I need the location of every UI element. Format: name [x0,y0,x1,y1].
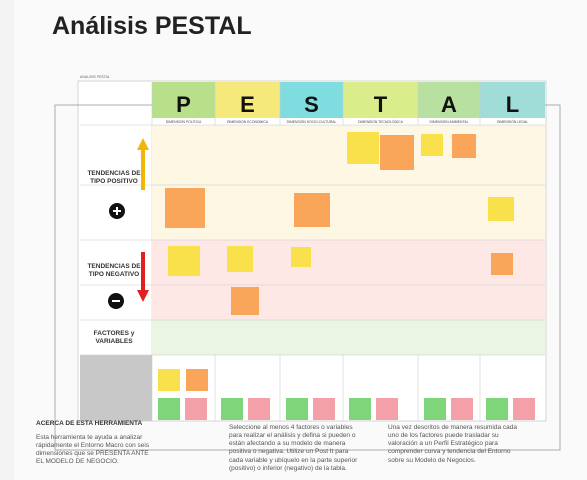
sticky [424,398,446,420]
column-letter: E [240,92,255,117]
up-arrow [137,138,149,190]
sticky [227,246,253,272]
column-name: DIMENSIÓN AMBIENTAL [430,119,469,124]
column-header [215,82,280,118]
row-label-positive: TENDENCIAS DE TIPO POSITIVO [87,170,141,186]
sticky [286,398,308,420]
sticky [165,188,205,228]
sticky [347,132,379,164]
column-header [152,82,215,118]
column-header [280,82,343,118]
sticky [488,197,514,221]
factors-area [152,320,545,355]
sticky [185,398,207,420]
next-step: Una vez descritos de manera resumida cad… [388,424,517,464]
column-header [480,82,545,118]
column-header [418,82,480,118]
sticky [491,253,513,275]
column-name: DIMENSIÓN TECNOLÓGICA [358,119,404,124]
row-label-negative: TENDENCIAS DE TIPO NEGATIVO [87,263,141,279]
column-letter: A [441,92,457,117]
sticky [421,134,443,156]
column-letter: T [374,92,388,117]
sticky [158,398,180,420]
sticky [486,398,508,420]
sticky [452,134,476,158]
sticky [376,398,398,420]
column-letter: P [176,92,191,117]
about-text: Esta herramienta te ayuda a analizar ráp… [36,434,150,466]
instructions: Seleccione al menos 4 factores o variabl… [229,424,358,472]
sticky [380,135,414,170]
gray-cell [80,355,152,421]
column-name: DIMENSIÓN SOCIO-CULTURAL [287,119,337,124]
sticky [186,369,208,391]
sticky [313,398,335,420]
board-label: ANALISIS PESTAL [80,75,110,79]
column-letter: L [506,92,519,117]
sticky [513,398,535,420]
column-name: DIMENSIÓN POLÍTICA [166,119,202,124]
sticky [158,369,180,391]
sticky [248,398,270,420]
title: Análisis PESTAL [52,12,252,40]
sticky [291,247,311,267]
about-title: ACERCA DE ESTA HERRAMIENTA [36,420,143,427]
column-name: DIMENSIÓN LEGAL [497,119,528,124]
row-label-factors: FACTORES y VARIABLES [93,330,135,346]
column-letter: S [304,92,319,117]
column-name: DIMENSIÓN ECONÓMICA [227,119,269,124]
sticky [168,246,200,276]
column-header [343,82,418,118]
negative-area [152,240,545,320]
sticky [221,398,243,420]
sticky [349,398,371,420]
plus-sign [113,207,121,215]
sticky-notes [158,132,514,391]
sticky [231,287,259,315]
sticky [451,398,473,420]
down-arrow [137,252,149,302]
sticky [294,193,330,227]
